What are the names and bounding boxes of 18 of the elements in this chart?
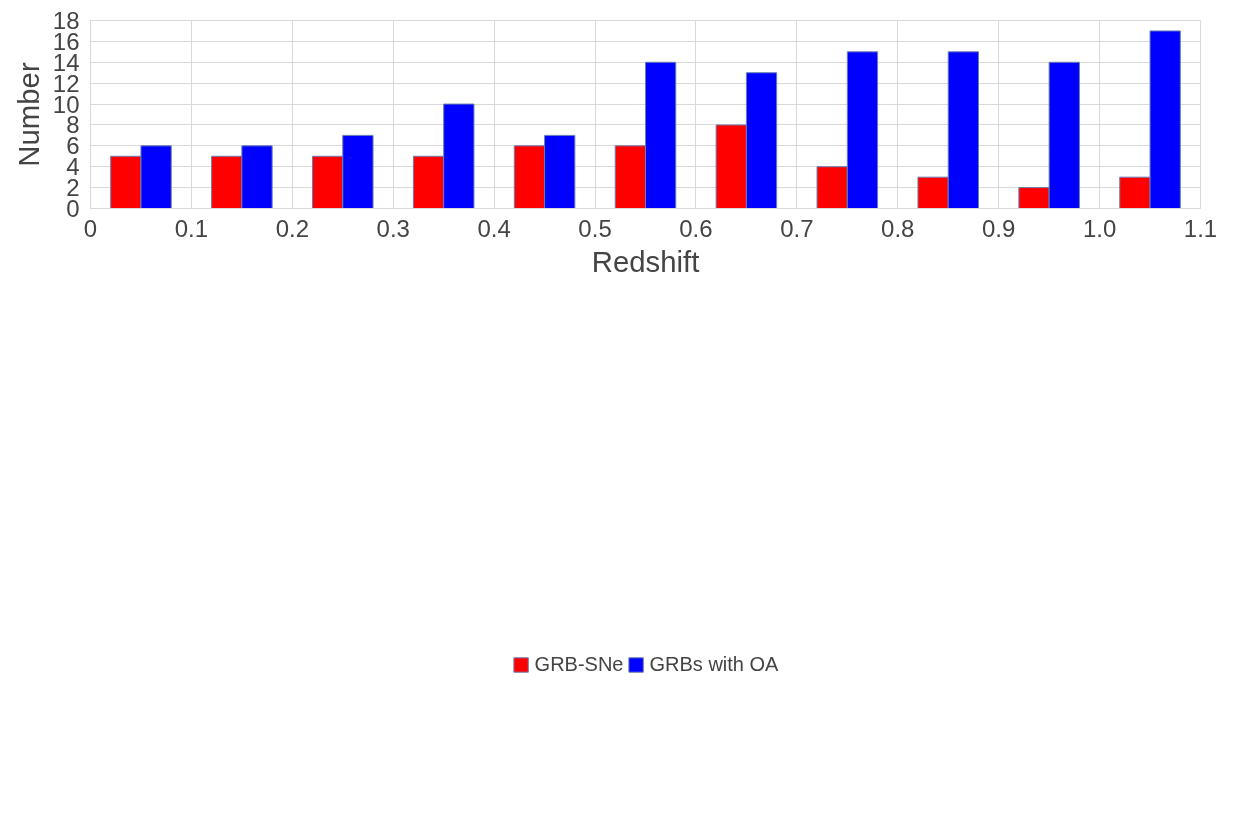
y-tick-label: 0 xyxy=(66,195,80,222)
x-tick-label: 0 xyxy=(83,214,98,242)
x-tick-label: 0.4 xyxy=(477,214,511,242)
x-tick-label: 0.6 xyxy=(679,214,713,242)
x-tick-label: 0.9 xyxy=(982,214,1016,242)
legend-label: GRBs with OA xyxy=(649,652,779,676)
x-axis-title: Redshift xyxy=(591,244,700,278)
x-tick-label: 0.8 xyxy=(881,214,915,242)
x-tick-label: 0.2 xyxy=(275,214,310,242)
x-tick-label: 1.0 xyxy=(1082,214,1117,242)
x-tick-label: 0.7 xyxy=(780,214,814,242)
x-tick-label: 0.3 xyxy=(376,214,410,242)
y-axis-title: Number xyxy=(11,62,45,167)
x-tick-label: 0.5 xyxy=(578,214,612,242)
legend-label: GRB-SNe xyxy=(534,652,624,676)
y-tick-label: 18 xyxy=(52,7,80,34)
x-tick-label: 1.1 xyxy=(1183,214,1218,242)
x-tick-label: 0.1 xyxy=(174,214,209,242)
